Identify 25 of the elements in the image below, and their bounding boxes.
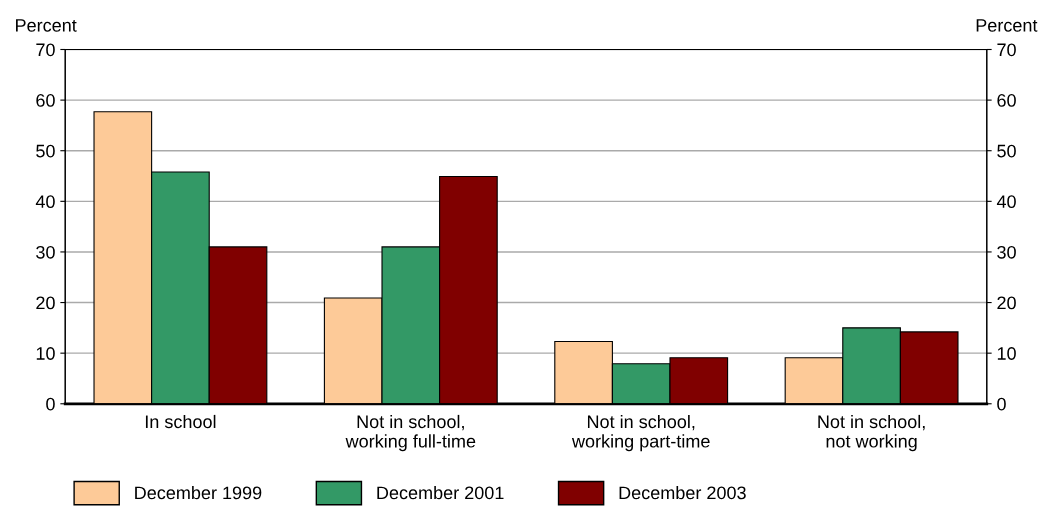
y2-tick-label: 40 (996, 195, 1016, 209)
x-tick-label: Not in school, working full-time (345, 414, 476, 452)
y2-tick-label: 0 (997, 397, 1006, 411)
y-tick-label: 40 (35, 195, 55, 209)
y2-tick-label: 30 (997, 245, 1016, 259)
x-tick-label: Not in school, working part-time (571, 414, 710, 452)
y2-tick-label: 20 (997, 296, 1016, 310)
y-tick-label: 20 (36, 296, 55, 310)
y2-tick-label: 70 (997, 43, 1016, 57)
legend-label: December 2001 (377, 485, 504, 500)
x-tick-label: Not in school, not working (818, 414, 925, 452)
y-axis-title: Percent (16, 19, 77, 32)
y-tick-label: 0 (46, 397, 55, 411)
y2-tick-label: 60 (997, 94, 1016, 107)
y2-tick-label: 10 (997, 347, 1016, 360)
y-tick-label: 50 (36, 144, 55, 158)
y-tick-label: 10 (36, 347, 55, 360)
x-tick-label: In school (145, 414, 216, 429)
y-tick-label: 60 (36, 94, 55, 107)
y-tick-label: 30 (36, 245, 55, 259)
y2-axis-title: Percent (976, 19, 1038, 32)
y-tick-label: 70 (36, 43, 55, 57)
legend-label: December 2003 (619, 485, 746, 500)
legend-label: December 1999 (135, 485, 262, 500)
y2-tick-label: 50 (997, 144, 1016, 158)
